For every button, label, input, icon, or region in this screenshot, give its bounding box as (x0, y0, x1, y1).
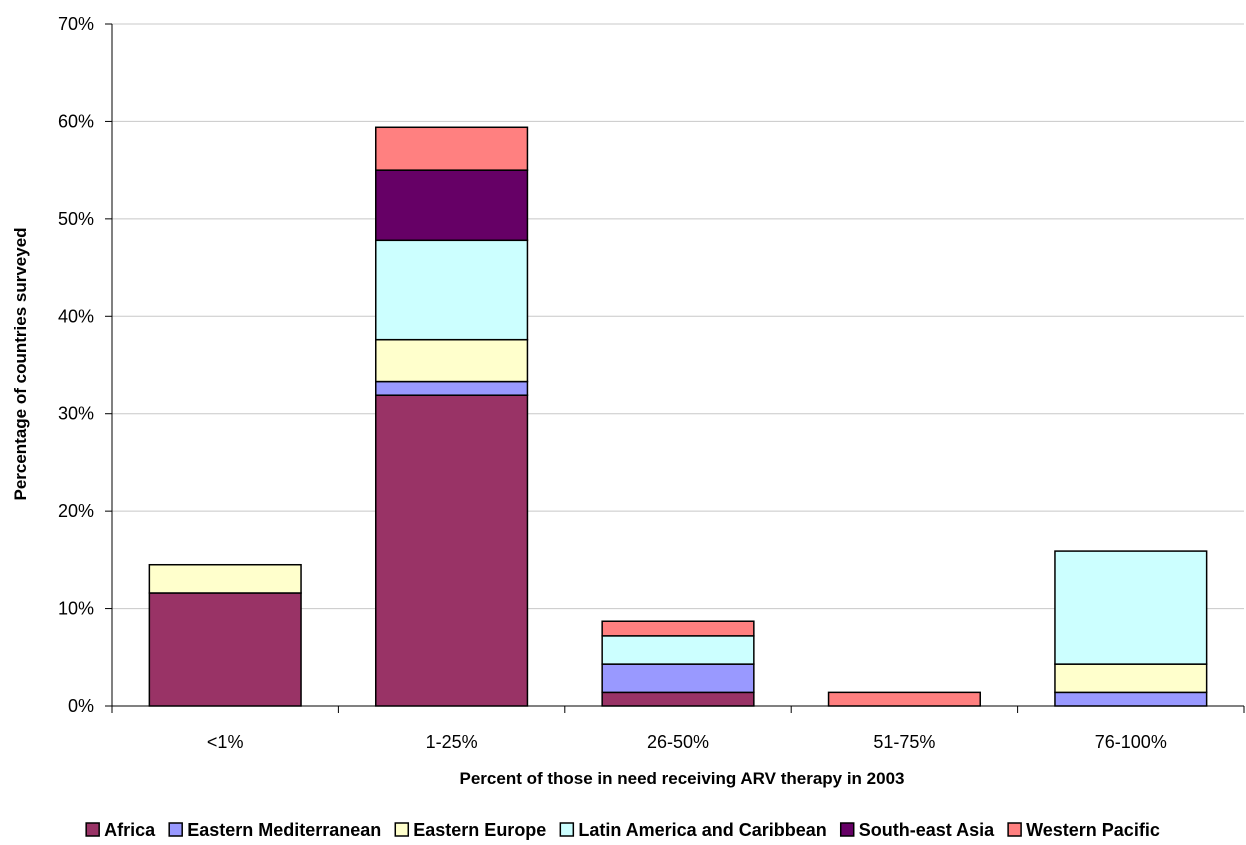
y-tick-label: 10% (58, 599, 94, 619)
bar-segment (601, 635, 755, 665)
legend-item: Latin America and Caribbean (559, 820, 827, 840)
x-tick-label: 26-50% (647, 732, 709, 752)
legend-label: Eastern Europe (413, 820, 546, 840)
y-tick-label: 0% (68, 696, 94, 716)
legend-swatch (559, 822, 575, 837)
y-tick-label: 20% (58, 501, 94, 521)
legend-item: South-east Asia (839, 820, 995, 840)
bar-segment (375, 239, 529, 341)
x-axis-title: Percent of those in need receiving ARV t… (460, 769, 905, 788)
bar-segment (601, 663, 755, 694)
x-tick-label: 51-75% (873, 732, 935, 752)
x-tick-label: <1% (207, 732, 244, 752)
legend-item: Western Pacific (1007, 820, 1160, 840)
legend-item: Eastern Europe (394, 820, 546, 840)
bar-segment (375, 169, 529, 242)
y-tick-label: 30% (58, 404, 94, 424)
bar-segment (1054, 663, 1208, 694)
y-tick-label: 70% (58, 14, 94, 34)
y-axis-title: Percentage of countries surveyed (11, 227, 30, 500)
legend-swatch (839, 822, 855, 837)
legend-swatch (394, 822, 410, 837)
bar-segment (375, 394, 529, 707)
x-tick-labels: <1% 1-25% 26-50% 51-75% 76-100% (207, 732, 1167, 752)
legend: Africa Eastern Mediterranean Eastern Europ… (85, 820, 1160, 840)
legend-item: Eastern Mediterranean (168, 820, 381, 840)
bar-segment (148, 592, 302, 707)
bar-segment (601, 620, 755, 637)
y-tick-label: 60% (58, 111, 94, 131)
legend-swatch (1007, 822, 1022, 837)
legend-item: Africa (85, 820, 156, 840)
y-tick-label: 40% (58, 306, 94, 326)
bar-segment (375, 338, 529, 383)
bar-segment (1054, 550, 1208, 665)
bar-segment (601, 691, 755, 707)
bar-segment (148, 563, 302, 594)
legend-label: Africa (104, 820, 156, 840)
legend-swatch (85, 822, 100, 837)
bar-segment (827, 691, 981, 707)
bar-segment (1054, 691, 1208, 707)
bars (148, 126, 1208, 707)
bar-segment (375, 380, 529, 396)
legend-label: Western Pacific (1026, 820, 1160, 840)
legend-label: Latin America and Caribbean (578, 820, 826, 840)
y-tick-label: 50% (58, 209, 94, 229)
x-tick-label: 76-100% (1095, 732, 1167, 752)
axes (111, 24, 1245, 713)
x-tick-label: 1-25% (426, 732, 478, 752)
legend-label: South-east Asia (859, 820, 995, 840)
y-tick-labels: 0% 10% 20% 30% 40% 50% 60% 70% (58, 14, 94, 716)
bar-segment (375, 126, 529, 171)
legend-label: Eastern Mediterranean (187, 820, 381, 840)
legend-swatch (168, 822, 183, 837)
